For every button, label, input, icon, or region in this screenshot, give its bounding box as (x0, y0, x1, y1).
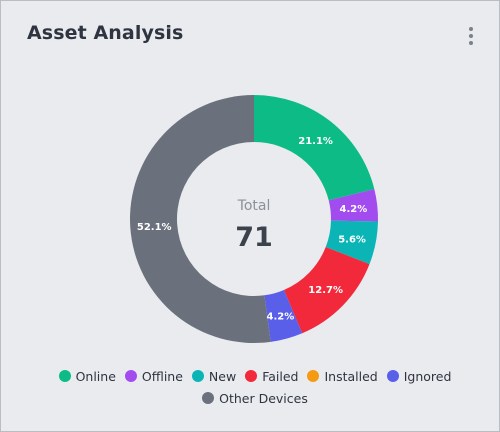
card-title: Asset Analysis (27, 22, 184, 44)
legend-label: New (208, 368, 237, 384)
legend-color-dot (124, 370, 137, 382)
legend-color-dot (202, 392, 215, 404)
legend-item-failed[interactable]: Failed (245, 368, 298, 384)
legend-item-other-devices[interactable]: Other Devices (202, 390, 308, 406)
donut-slice-online[interactable] (254, 95, 375, 201)
slice-label-offline: 4.2% (340, 204, 368, 215)
legend-item-new[interactable]: New (191, 368, 237, 384)
legend-item-offline[interactable]: Offline (124, 368, 183, 384)
center-total-label: Total (237, 198, 271, 214)
chart-legend: Online Offline New Failed Installed Ignored Ot… (40, 368, 470, 406)
legend-color-dot (191, 370, 204, 382)
slice-label-failed: 12.7% (308, 285, 343, 296)
slice-label-new: 5.6% (338, 235, 366, 246)
legend-item-installed[interactable]: Installed (307, 368, 378, 384)
legend-color-dot (58, 370, 71, 382)
donut-slice-ignored[interactable] (264, 289, 303, 342)
donut-slice-new[interactable] (325, 220, 378, 265)
legend-color-dot (307, 370, 320, 382)
legend-label: Failed (262, 368, 299, 384)
more-vertical-icon[interactable] (465, 27, 477, 45)
legend-color-dot (245, 370, 258, 382)
legend-item-ignored[interactable]: Ignored (386, 368, 452, 384)
legend-item-online[interactable]: Online (58, 368, 116, 384)
slice-label-other-devices: 52.1% (137, 222, 172, 233)
legend-label: Offline (141, 368, 183, 384)
legend-label: Other Devices (219, 390, 308, 406)
center-total-value: 71 (235, 222, 273, 253)
legend-label: Installed (324, 368, 378, 384)
donut-slice-other-devices[interactable] (129, 95, 271, 344)
donut-slice-failed[interactable] (283, 247, 370, 334)
donut-slice-offline[interactable] (328, 189, 378, 222)
slice-label-ignored: 4.2% (267, 311, 295, 322)
legend-color-dot (386, 370, 399, 382)
slice-label-online: 21.1% (298, 136, 333, 147)
legend-label: Ignored (403, 368, 452, 384)
legend-label: Online (75, 368, 116, 384)
